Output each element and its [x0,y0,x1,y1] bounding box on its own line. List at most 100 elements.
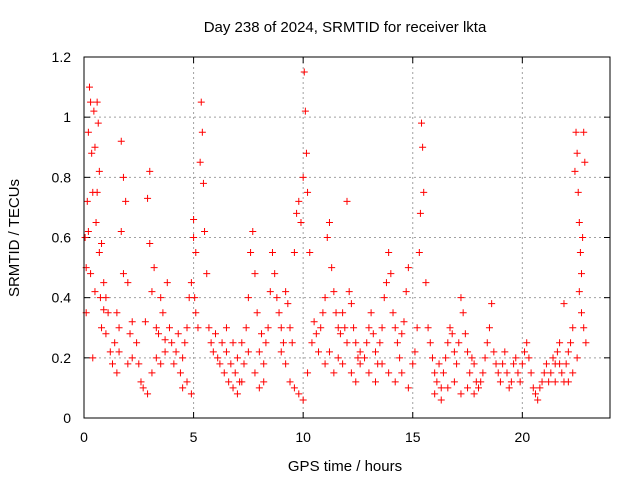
data-point [212,330,219,338]
data-point [286,324,294,332]
y-tick-label: 0.8 [52,169,72,185]
data-point [183,378,191,386]
data-point [466,369,474,377]
data-point [194,324,202,332]
data-point [191,294,199,302]
data-point [446,324,454,332]
data-point [572,128,580,136]
data-point [391,324,399,332]
data-point [128,318,136,326]
data-point [117,227,125,235]
data-point [356,348,364,356]
data-point [279,339,287,347]
data-point [547,369,555,377]
data-point [317,324,325,332]
data-point [172,348,180,356]
data-point [187,279,195,287]
data-point [431,369,439,377]
data-point [481,354,489,362]
data-point [345,288,353,296]
data-point [262,339,270,347]
data-point [569,369,577,377]
data-point [483,339,491,347]
data-point [444,339,452,347]
data-point [352,378,360,386]
data-point [181,339,189,347]
y-tick-label: 0 [63,410,71,426]
data-point [455,339,463,347]
data-point [334,354,342,362]
data-point [93,188,101,196]
data-point [183,324,191,332]
data-point [325,348,333,356]
data-point [580,128,588,136]
data-point [222,348,230,356]
data-point [288,339,296,347]
y-axis: 0 0.2 0.4 0.6 0.8 1 1.2 [52,49,610,426]
data-point [525,354,533,362]
data-point [334,324,342,332]
data-point [556,360,564,368]
data-point [505,384,513,392]
data-point [404,384,412,392]
data-point [157,360,165,368]
data-point [323,234,331,241]
data-point [361,354,369,362]
data-point [91,143,99,151]
data-point [464,384,472,392]
data-point [141,318,149,326]
data-point [238,339,246,347]
data-point [365,369,373,377]
data-point [299,173,307,181]
data-point [290,249,298,257]
data-point [352,339,360,347]
data-point [100,279,108,287]
data-point [573,149,581,157]
data-point [439,369,447,377]
data-point [369,330,377,338]
data-point [459,309,467,317]
data-point [501,348,509,356]
data-point [144,390,152,398]
data-point [409,360,417,368]
data-point [499,360,507,368]
data-point [300,68,308,76]
data-point [119,270,127,278]
data-point [496,378,504,386]
data-point [93,98,101,106]
data-point [190,215,198,223]
data-point [207,339,215,347]
data-point [339,309,347,317]
data-point [192,249,200,257]
data-point [321,294,329,302]
x-axis: 0 5 10 15 20 [80,57,530,445]
data-point [190,234,198,241]
data-point [488,300,496,308]
data-point [549,354,557,362]
data-point [419,143,427,151]
data-point [385,249,393,257]
data-point [192,309,200,317]
data-point [238,378,246,386]
data-point [328,264,336,272]
data-point [146,167,154,175]
data-point [295,390,303,398]
data-point [332,309,340,317]
plot-frame [83,56,611,419]
data-point [124,279,132,287]
data-point [159,309,167,317]
data-point [575,218,583,226]
data-point [133,339,141,347]
data-point [536,384,544,392]
data-point [282,288,290,296]
data-point [174,330,182,338]
data-point [293,209,301,217]
data-point [516,378,524,386]
data-point [209,348,217,356]
data-point [540,369,548,377]
data-point [102,294,110,302]
data-point [197,98,205,106]
data-point [453,360,461,368]
data-point [398,369,406,377]
data-point [321,360,329,368]
